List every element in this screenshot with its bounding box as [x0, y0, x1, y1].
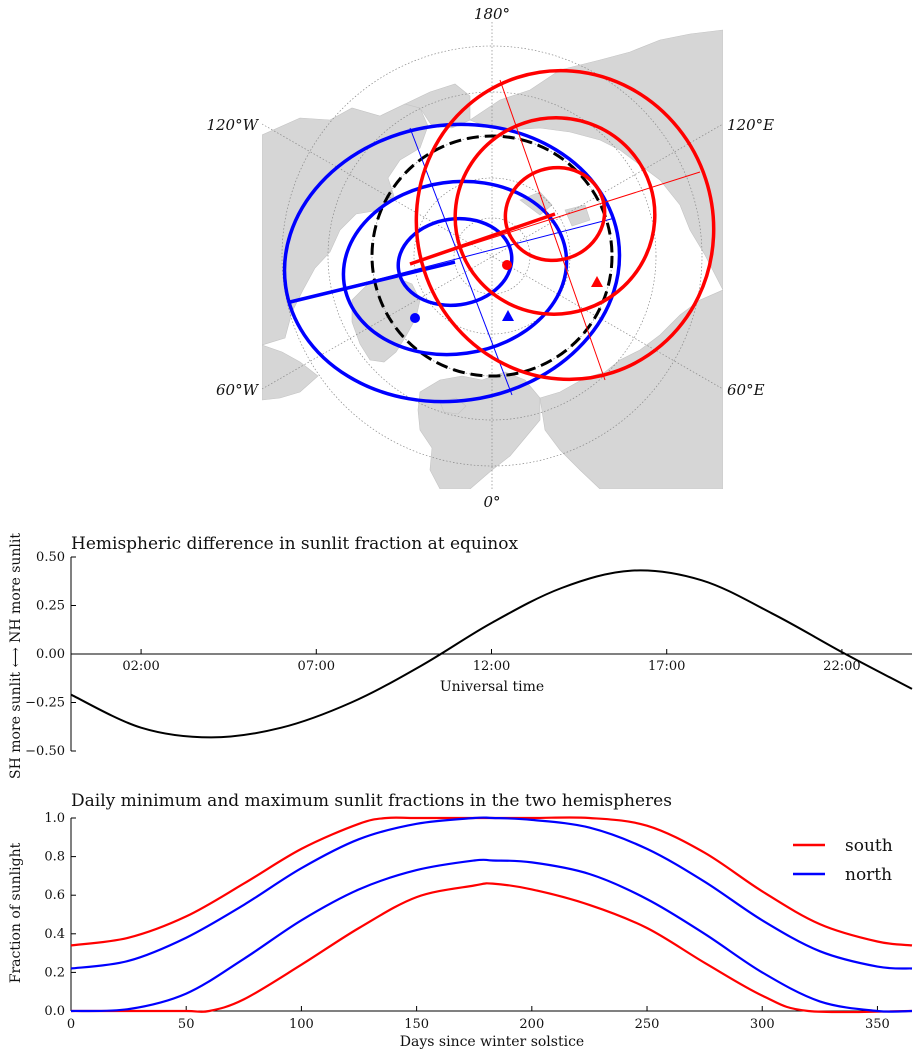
chart3-title: Daily minimum and maximum sunlit fractio… [71, 791, 672, 811]
legend-label-north: north [845, 865, 892, 885]
chart2-x-ticks: 02:00 07:00 12:00 17:00 22:00 [122, 649, 861, 674]
chart3-ytick-label: 0.2 [44, 965, 65, 980]
chart3-north-line-2 [70, 816, 913, 970]
chart2-ylabel: SH more sunlit ⟷ NH more sunlit [8, 533, 24, 779]
chart3-xtick-label: 350 [865, 1017, 890, 1032]
chart2-difference-line [70, 569, 913, 739]
chart3-north-line-3 [70, 858, 913, 1013]
chart3-xtick-label: 100 [289, 1017, 314, 1032]
chart3-ylabel: Fraction of sunlight [8, 842, 24, 983]
chart3-south-line-1 [70, 882, 913, 1014]
chart2-xtick-label: 07:00 [298, 659, 335, 674]
chart3-y-ticks: 0.0 0.2 0.4 0.6 0.8 1.0 [44, 811, 76, 1019]
north-ellipse-small [396, 216, 514, 308]
chart3-ytick-label: 0.6 [44, 888, 65, 903]
equinox-difference-chart: Hemispheric difference in sunlit fractio… [8, 533, 913, 779]
land-masses [262, 29, 723, 489]
chart2-ytick-label: 0.00 [36, 647, 65, 662]
chart3-ytick-label: 0.0 [44, 1004, 65, 1019]
chart2-xtick-label: 12:00 [473, 659, 510, 674]
sunlit-fraction-chart: Daily minimum and maximum sunlit fractio… [8, 791, 913, 1050]
land-canada-east [262, 344, 319, 401]
terminator-circle [370, 134, 614, 378]
meridian-label-60W: 60°W [216, 381, 260, 399]
chart2-y-ticks: 0.50 0.25 0.00 −0.25 −0.50 [25, 550, 76, 759]
chart2-ytick-label: 0.25 [36, 599, 65, 614]
chart2-xtick-label: 22:00 [823, 659, 860, 674]
meridian-label-180: 180° [474, 5, 510, 23]
chart3-xtick-label: 50 [178, 1017, 195, 1032]
chart3-ytick-label: 0.8 [44, 850, 65, 865]
chart2-xlabel: Universal time [440, 679, 544, 695]
chart3-xtick-label: 200 [519, 1017, 544, 1032]
chart2-title: Hemispheric difference in sunlit fractio… [71, 534, 518, 554]
chart3-ytick-label: 0.4 [44, 927, 65, 942]
legend-label-south: south [845, 836, 893, 856]
meridian-label-120W: 120°W [206, 116, 259, 134]
chart3-xtick-label: 0 [67, 1017, 75, 1032]
polar-map: 180° 120°W 120°E 60°W 60°E 0° [206, 5, 774, 511]
north-ellipse-medium [341, 179, 569, 357]
south-ellipse-large [414, 68, 716, 382]
chart3-south-line-0 [70, 816, 913, 947]
chart3-ytick-label: 1.0 [44, 811, 65, 826]
south-axis-thick [409, 212, 556, 266]
chart3-xtick-label: 150 [404, 1017, 429, 1032]
north-triangle-marker [502, 310, 514, 321]
south-axes-thin [409, 79, 701, 381]
chart3-x-ticks: 0 50 100 150 200 250 300 350 [67, 1006, 890, 1032]
chart3-legend: south north [793, 836, 893, 885]
chart3-series [70, 816, 913, 1014]
meridian-label-0: 0° [483, 493, 500, 511]
land-asia [539, 289, 723, 489]
chart2-ytick-label: −0.50 [25, 744, 65, 759]
north-ellipses [282, 122, 622, 404]
north-ellipse-large [282, 122, 622, 404]
chart3-xlabel: Days since winter solstice [400, 1034, 584, 1050]
south-pole-marker [502, 260, 512, 270]
meridian-label-60E: 60°E [727, 381, 765, 399]
land-siberia [469, 29, 723, 291]
chart2-xtick-label: 02:00 [122, 659, 159, 674]
north-pole-marker [410, 313, 420, 323]
chart2-series [70, 569, 913, 739]
land-arctic-islands [519, 191, 591, 227]
chart2-xtick-label: 17:00 [648, 659, 685, 674]
chart2-ytick-label: −0.25 [25, 696, 65, 711]
chart3-xtick-label: 250 [635, 1017, 660, 1032]
south-ellipses [409, 68, 716, 382]
meridian-label-120E: 120°E [727, 116, 774, 134]
land-europe [417, 371, 541, 489]
south-triangle-marker [591, 276, 603, 287]
chart2-ytick-label: 0.50 [36, 550, 65, 565]
chart3-xtick-label: 300 [750, 1017, 775, 1032]
north-axes-thin [289, 127, 616, 396]
